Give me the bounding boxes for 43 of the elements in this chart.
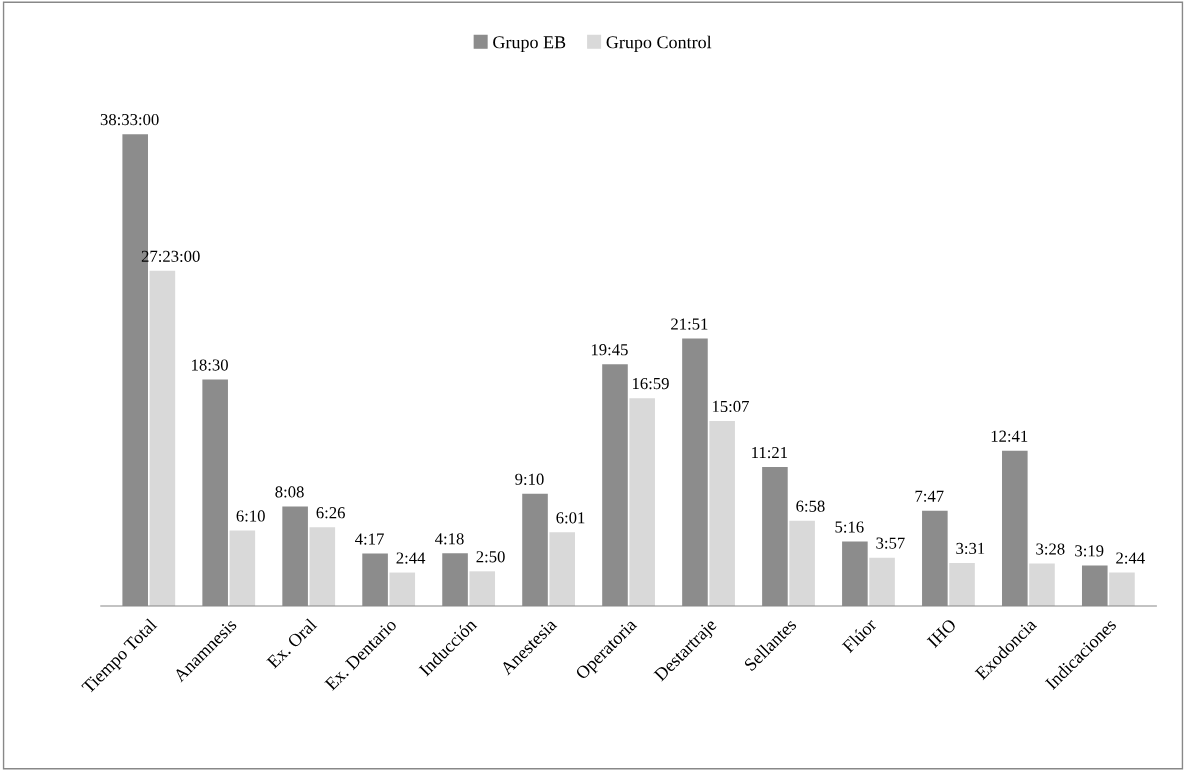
data-label: 15:07	[712, 400, 749, 413]
legend-label: Grupo EB	[493, 36, 566, 53]
data-label: 27:23:00	[141, 250, 200, 262]
bar	[789, 520, 815, 607]
data-label: 3:28	[1036, 543, 1065, 555]
data-label: 9:10	[515, 473, 544, 485]
data-label: 6:58	[796, 500, 825, 512]
data-label: 7:47	[915, 490, 944, 502]
data-label: 21:51	[671, 318, 708, 330]
bar	[949, 562, 975, 607]
data-label: 18:30	[192, 359, 228, 371]
legend-label: Grupo Control	[606, 35, 712, 53]
data-label: 6:10	[236, 510, 265, 522]
data-label: 4:18	[435, 533, 464, 545]
bar	[389, 572, 416, 607]
data-label: 3:57	[876, 537, 905, 549]
bar	[549, 532, 575, 607]
data-label: 3:31	[956, 542, 985, 555]
bar	[309, 527, 336, 607]
data-label: 6:26	[316, 507, 345, 519]
data-label: 3:19	[1075, 545, 1104, 557]
data-label: 2:44	[1116, 552, 1145, 564]
data-label: 11:21	[752, 446, 788, 459]
data-label: 4:17	[355, 533, 384, 545]
bar	[149, 270, 176, 607]
bar	[1029, 563, 1055, 607]
data-label: 19:45	[591, 344, 628, 356]
data-label: 8:08	[275, 486, 304, 498]
data-label: 5:16	[835, 521, 864, 533]
x-tick-label: Ex. Oral	[265, 617, 318, 670]
data-label: 16:59	[632, 377, 669, 390]
bar	[1109, 572, 1135, 607]
bar	[469, 571, 496, 607]
x-tick-label: IHO	[926, 618, 957, 649]
data-label: 2:50	[476, 551, 505, 563]
bar	[869, 557, 895, 607]
data-label: 6:01	[556, 512, 585, 524]
bar	[629, 398, 655, 607]
data-label: 12:41	[991, 430, 1028, 442]
bar	[229, 530, 256, 607]
data-label: 38:33:00	[100, 113, 159, 126]
bar	[709, 420, 735, 607]
data-label: 2:44	[396, 552, 426, 564]
